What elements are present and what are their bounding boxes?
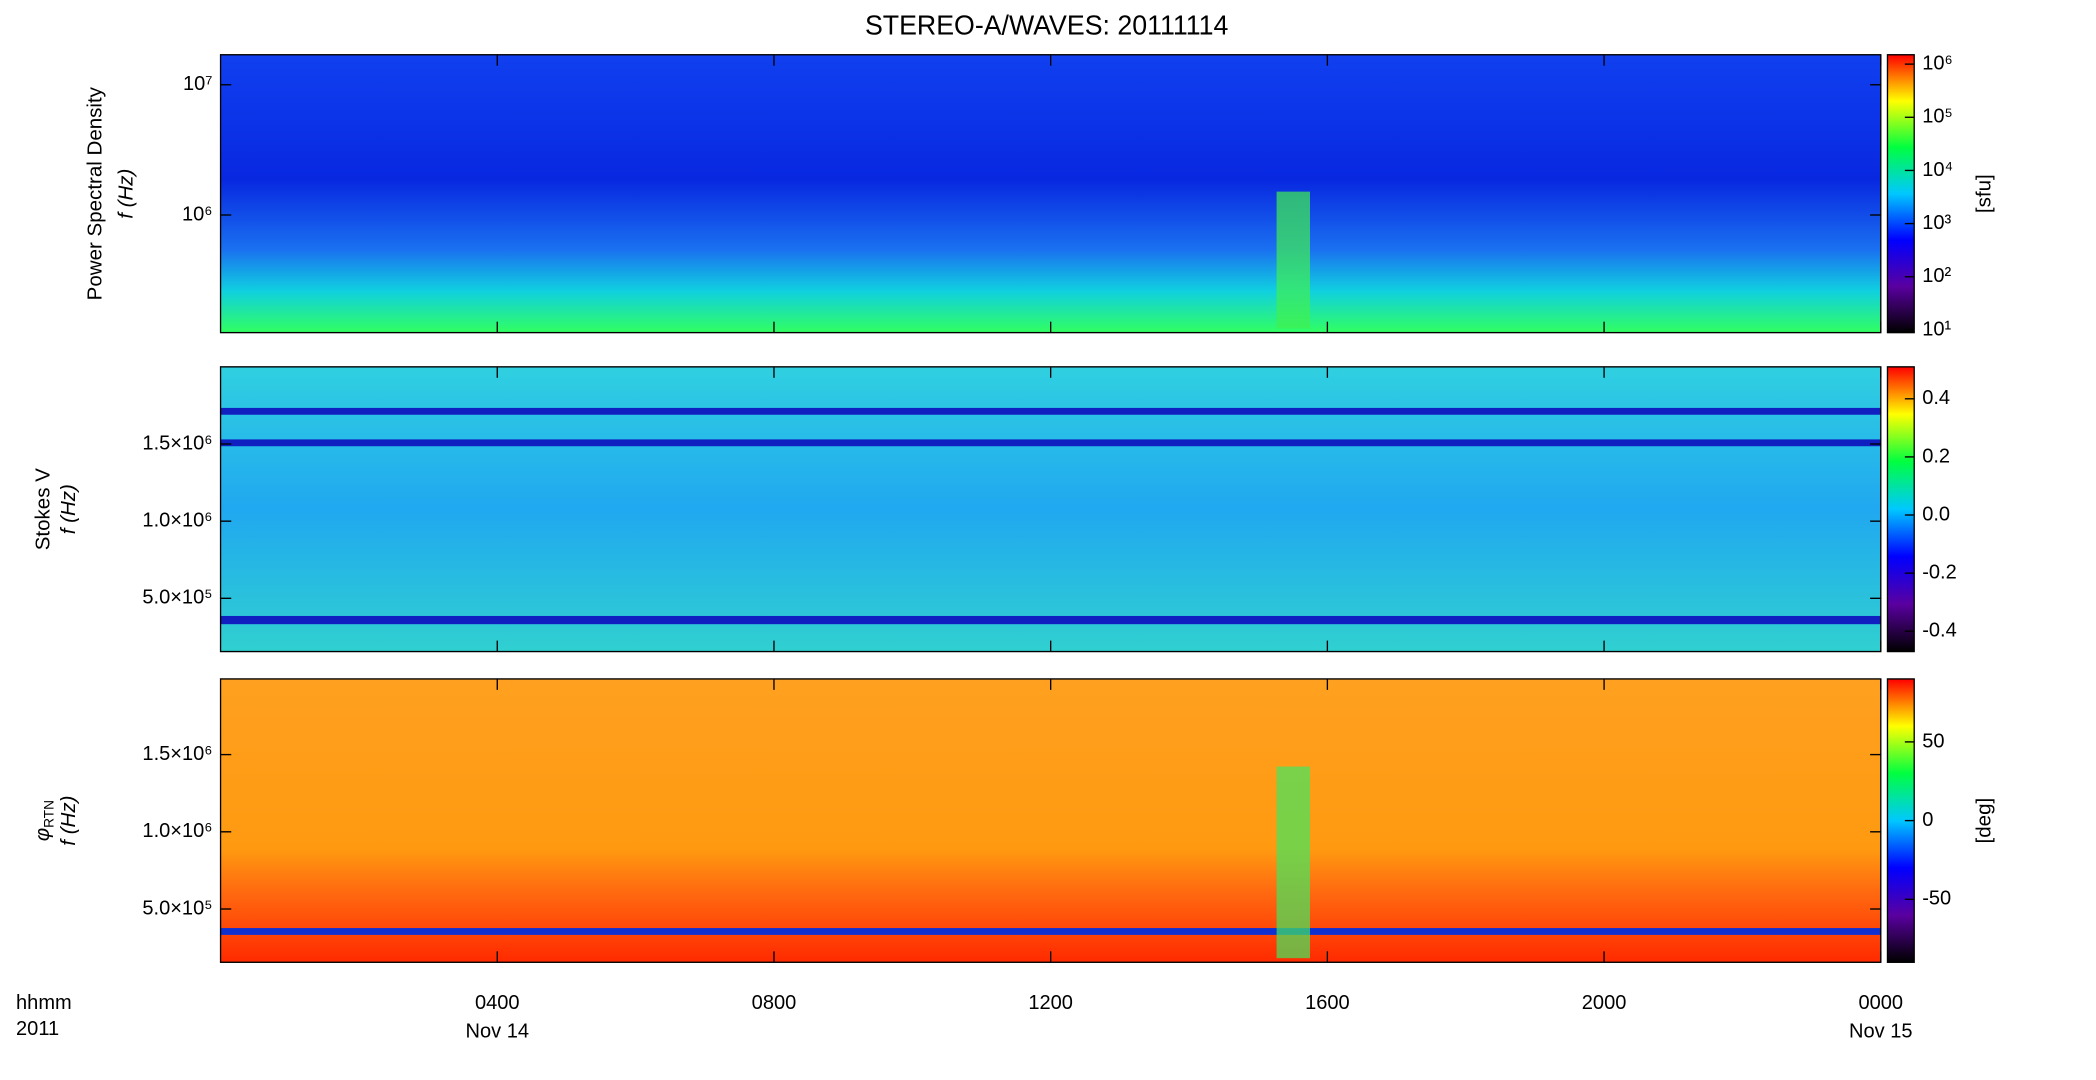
x-axis-label: hhmm bbox=[16, 992, 72, 1014]
spectrogram-band bbox=[220, 407, 1881, 415]
colorbar-tick-label: 10⁵ bbox=[1922, 106, 1953, 128]
spectrogram-band bbox=[220, 928, 1881, 935]
y-axis-label: f (Hz) bbox=[58, 484, 80, 534]
spectrogram-burst bbox=[1276, 191, 1310, 329]
y-axis-label: φRTN bbox=[33, 800, 56, 841]
x-tick-label: 0000 bbox=[1858, 992, 1903, 1014]
spectrogram-fill bbox=[220, 678, 1881, 963]
colorbar-tick-label: 10⁴ bbox=[1922, 159, 1953, 181]
colorbar bbox=[1886, 366, 1915, 653]
spectrogram-burst bbox=[1276, 766, 1310, 959]
colorbar-tick-label: 10⁶ bbox=[1922, 52, 1953, 74]
y-axis-subscript: RTN bbox=[41, 800, 56, 828]
y-tick-label: 5.0×10⁵ bbox=[142, 897, 212, 919]
y-tick-label: 5.0×10⁵ bbox=[142, 587, 212, 609]
colorbar-tick-label: 0.0 bbox=[1922, 503, 1950, 525]
colorbar-tick-label: 10² bbox=[1922, 265, 1951, 287]
x-tick-label: 0400 bbox=[475, 992, 520, 1014]
colorbar bbox=[1886, 54, 1915, 334]
x-axis-sublabel: 2011 bbox=[16, 1018, 59, 1040]
colorbar-tick-label: 0 bbox=[1922, 809, 1933, 831]
y-tick-label: 1.0×10⁶ bbox=[142, 820, 212, 842]
y-axis-label: f (Hz) bbox=[115, 169, 137, 219]
colorbar-tick-label: -0.2 bbox=[1922, 561, 1957, 583]
x-date-label: Nov 15 bbox=[1849, 1020, 1912, 1042]
y-tick-label: 10⁶ bbox=[182, 203, 213, 225]
spectrogram-band bbox=[220, 615, 1881, 625]
spectrogram-fill bbox=[220, 54, 1881, 333]
y-tick-label: 1.0×10⁶ bbox=[142, 509, 212, 531]
x-tick-label: 1200 bbox=[1028, 992, 1073, 1014]
colorbar-tick-label: 10¹ bbox=[1922, 318, 1951, 340]
colorbar-label: [sfu] bbox=[1974, 174, 1996, 213]
colorbar-tick-label: 10³ bbox=[1922, 212, 1951, 234]
y-axis-label: Stokes V bbox=[33, 468, 55, 551]
x-tick-label: 0800 bbox=[752, 992, 797, 1014]
colorbar-tick-label: -0.4 bbox=[1922, 619, 1957, 641]
colorbar-tick-label: 50 bbox=[1922, 730, 1944, 752]
y-tick-label: 1.5×10⁶ bbox=[142, 432, 212, 454]
chart-title: STEREO-A/WAVES: 20111114 bbox=[865, 10, 1228, 40]
colorbar-label: [deg] bbox=[1974, 798, 1996, 844]
colorbar-tick-label: -50 bbox=[1922, 888, 1951, 910]
y-axis-label: Power Spectral Density bbox=[85, 86, 107, 300]
y-axis-symbol: φ bbox=[33, 828, 55, 841]
x-tick-label: 2000 bbox=[1582, 992, 1627, 1014]
colorbar-tick-label: 0.4 bbox=[1922, 387, 1950, 409]
y-tick-label: 1.5×10⁶ bbox=[142, 743, 212, 765]
colorbar-tick-label: 0.2 bbox=[1922, 445, 1950, 467]
y-axis-label: f (Hz) bbox=[58, 796, 80, 846]
y-tick-label: 10⁷ bbox=[183, 73, 213, 95]
x-date-label: Nov 14 bbox=[466, 1020, 529, 1042]
x-tick-label: 1600 bbox=[1305, 992, 1350, 1014]
spectrogram-band bbox=[220, 439, 1881, 447]
